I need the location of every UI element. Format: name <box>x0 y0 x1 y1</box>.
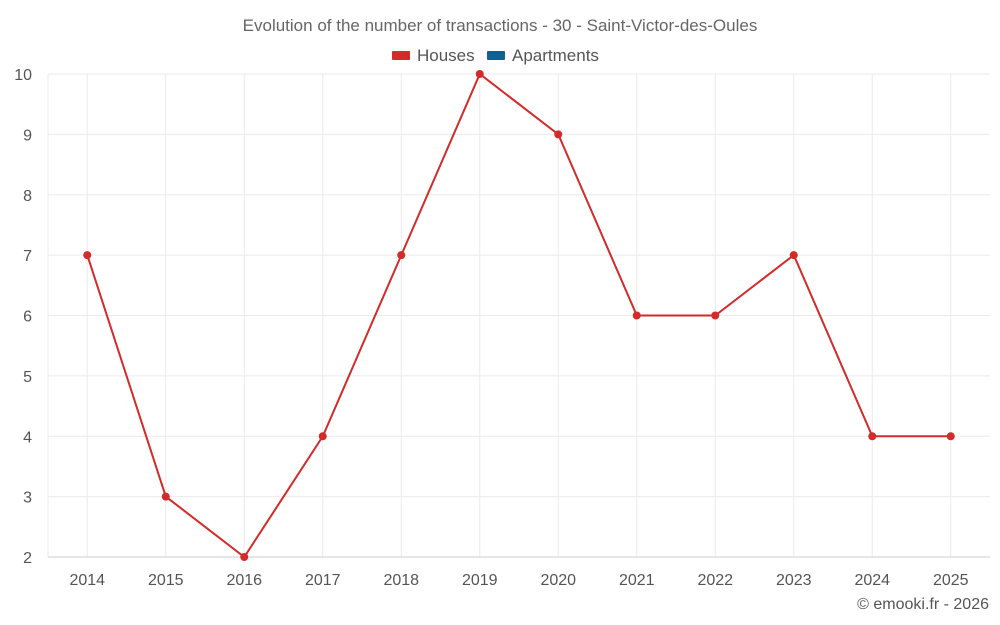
data-point-houses-2025[interactable] <box>946 432 955 441</box>
x-tick-label-2018: 2018 <box>383 572 419 589</box>
data-point-houses-2014[interactable] <box>83 251 92 260</box>
data-point-houses-2017[interactable] <box>318 432 327 441</box>
legend-label-apartments: Apartments <box>512 46 599 65</box>
legend-item-apartments[interactable]: Apartments <box>487 46 599 65</box>
data-point-houses-2018[interactable] <box>397 251 406 260</box>
y-tick-label-3: 3 <box>23 490 32 507</box>
data-point-houses-2023[interactable] <box>789 251 798 260</box>
x-tick-label-2021: 2021 <box>619 572 655 589</box>
data-point-houses-2016[interactable] <box>240 553 249 561</box>
y-tick-label-9: 9 <box>23 127 32 144</box>
series <box>83 70 955 561</box>
data-point-houses-2021[interactable] <box>632 311 641 320</box>
x-tick-label-2019: 2019 <box>462 572 498 589</box>
x-tick-label-2024: 2024 <box>854 572 890 589</box>
y-tick-label-7: 7 <box>23 248 32 265</box>
legend-item-houses[interactable]: Houses <box>392 46 475 65</box>
legend-label-houses: Houses <box>417 46 475 65</box>
axes: 2 3 4 5 6 7 8 9 10 2014 2015 2016 2017 2018 2019 2020 20… <box>14 67 990 589</box>
y-tick-label-8: 8 <box>23 188 32 205</box>
credit-text: © emooki.fr - 2026 <box>857 596 989 613</box>
legend-swatch-apartments <box>487 51 505 60</box>
grid <box>47 73 990 557</box>
x-tick-label-2025: 2025 <box>933 572 969 589</box>
x-tick-label-2016: 2016 <box>226 572 262 589</box>
y-tick-label-5: 5 <box>23 369 32 386</box>
y-tick-label-2: 2 <box>23 550 32 567</box>
data-point-houses-2024[interactable] <box>868 432 877 441</box>
series-line-houses <box>86 72 951 559</box>
data-point-houses-2019[interactable] <box>475 70 484 78</box>
data-point-houses-2022[interactable] <box>711 311 720 320</box>
x-tick-label-2020: 2020 <box>540 572 576 589</box>
x-tick-label-2023: 2023 <box>776 572 812 589</box>
legend-swatch-houses <box>392 51 410 60</box>
y-tick-label-4: 4 <box>23 429 32 446</box>
legend: Houses Apartments <box>392 46 599 65</box>
y-tick-label-6: 6 <box>23 309 32 326</box>
x-tick-label-2014: 2014 <box>69 572 105 589</box>
data-point-houses-2020[interactable] <box>554 130 563 139</box>
chart-title: Evolution of the number of transactions … <box>243 16 758 35</box>
x-tick-label-2017: 2017 <box>305 572 341 589</box>
x-tick-label-2022: 2022 <box>697 572 733 589</box>
y-tick-label-10: 10 <box>14 67 32 84</box>
x-tick-label-2015: 2015 <box>148 572 184 589</box>
data-point-houses-2015[interactable] <box>161 492 170 501</box>
